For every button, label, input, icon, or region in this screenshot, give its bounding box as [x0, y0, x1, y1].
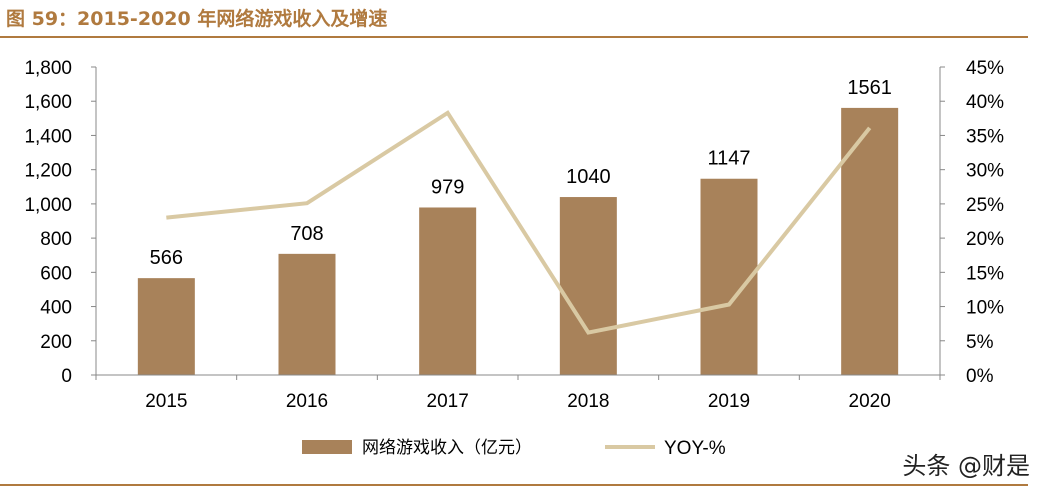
- right-tick-label: 15%: [966, 263, 1004, 284]
- bar-value-label-2017: 979: [431, 176, 464, 198]
- title-rule: [0, 36, 1028, 38]
- left-tick-label: 1,400: [24, 126, 72, 147]
- left-tick-label: 600: [40, 263, 72, 284]
- left-tick-label: 400: [40, 298, 72, 319]
- bar-value-label-2018: 1040: [566, 166, 611, 188]
- left-tick-label: 1,800: [24, 58, 72, 79]
- legend-label-yoy: YOY-%: [664, 438, 726, 459]
- right-tick-label: 35%: [966, 126, 1004, 147]
- left-tick-label: 800: [40, 229, 72, 250]
- x-tick-label-2020: 2020: [849, 391, 891, 412]
- bar-2019: [700, 178, 758, 375]
- right-tick-label: 25%: [966, 195, 1004, 216]
- right-tick-label: 45%: [966, 58, 1004, 79]
- right-tick-label: 20%: [966, 229, 1004, 250]
- bar-2015: [137, 278, 195, 375]
- bar-2017: [419, 207, 477, 375]
- right-tick-label: 0%: [966, 366, 994, 387]
- x-tick-label-2016: 2016: [286, 391, 328, 412]
- right-tick-label: 5%: [966, 332, 994, 353]
- legend-label-revenue: 网络游戏收入（亿元）: [362, 438, 532, 458]
- bottom-rule: [0, 484, 1028, 486]
- bar-value-label-2020: 1561: [847, 77, 892, 99]
- x-tick-label-2018: 2018: [567, 391, 609, 412]
- left-tick-label: 0: [61, 366, 72, 387]
- left-tick-label: 200: [40, 332, 72, 353]
- left-tick-label: 1,000: [24, 195, 72, 216]
- left-tick-label: 1,600: [24, 92, 72, 113]
- left-tick-label: 1,200: [24, 161, 72, 182]
- right-tick-label: 30%: [966, 161, 1004, 182]
- yoy-line: [166, 110, 872, 335]
- bar-2018: [559, 197, 617, 375]
- right-tick-label: 10%: [966, 298, 1004, 319]
- legend-swatch-revenue: [302, 440, 352, 454]
- bar-value-label-2019: 1147: [707, 148, 750, 170]
- x-tick-label-2015: 2015: [145, 391, 187, 412]
- watermark: 头条 @财是: [902, 452, 1030, 480]
- x-tick-label-2019: 2019: [708, 391, 750, 412]
- bar-2016: [278, 253, 336, 375]
- bar-value-label-2016: 708: [290, 223, 323, 245]
- right-tick-label: 40%: [966, 92, 1004, 113]
- bar-2020: [841, 107, 899, 375]
- bar-value-label-2015: 566: [150, 247, 183, 269]
- figure-title: 图 59：2015-2020 年网络游戏收入及增速: [6, 8, 388, 30]
- x-tick-label-2017: 2017: [427, 391, 469, 412]
